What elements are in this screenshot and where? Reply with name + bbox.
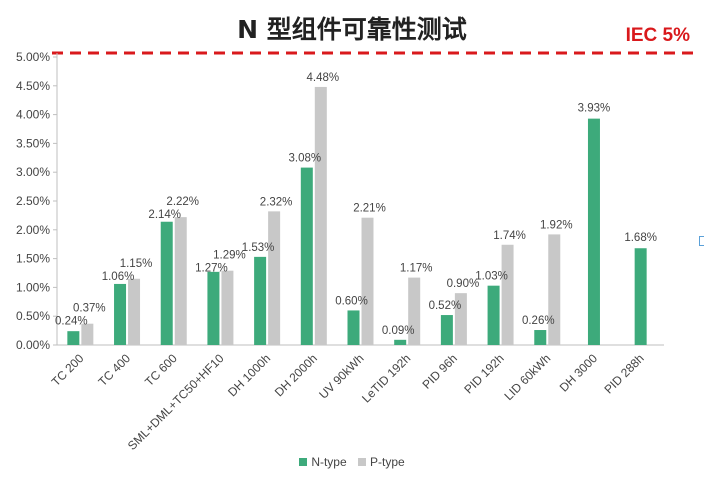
- x-category-label: DH 3000: [557, 351, 601, 395]
- data-label-n-type: 1.68%: [624, 232, 657, 244]
- x-category-label: DH 2000h: [272, 351, 320, 399]
- bar-p-type: [268, 211, 281, 345]
- data-label-p-type: 1.29%: [213, 250, 246, 262]
- bar-p-type: [408, 277, 421, 345]
- y-tick-label: 0.00%: [16, 338, 50, 352]
- data-label-p-type: 2.21%: [353, 203, 386, 215]
- data-label-n-type: 3.93%: [578, 103, 611, 115]
- legend-label-p-type: P-type: [370, 455, 405, 469]
- bar-p-type: [314, 86, 327, 346]
- bar-p-type: [361, 217, 374, 345]
- bar-p-type: [81, 323, 94, 345]
- data-label-p-type: 4.48%: [307, 72, 340, 84]
- data-label-n-type: 0.60%: [335, 295, 368, 307]
- data-label-n-type: 0.24%: [55, 316, 88, 328]
- legend-item-n-type: N-type: [299, 455, 347, 469]
- legend-item-p-type: P-type: [358, 455, 405, 469]
- bar-n-type: [440, 315, 453, 345]
- y-axis-ticks: 0.00% 0.50% 1.00% 1.50% 2.00% 2.50% 3.00% 3.50%…: [16, 50, 57, 352]
- legend-swatch-p-type: [358, 458, 366, 466]
- iec-reference-label: IEC 5%: [625, 25, 690, 46]
- x-category-label: TC 600: [142, 351, 180, 389]
- data-label-p-type: 1.92%: [540, 219, 573, 231]
- bar-n-type: [254, 256, 267, 345]
- data-label-n-type: 1.06%: [102, 271, 135, 283]
- y-tick-label: 5.00%: [16, 50, 50, 64]
- y-tick-label: 0.50%: [16, 309, 50, 323]
- legend: N-type P-type: [0, 455, 704, 469]
- bar-n-type: [67, 331, 80, 345]
- y-tick-label: 2.00%: [16, 223, 50, 237]
- data-label-n-type: 1.27%: [195, 263, 228, 275]
- data-label-p-type: 2.22%: [166, 196, 199, 208]
- bar-p-type: [174, 217, 187, 345]
- bar-n-type: [487, 285, 500, 345]
- bar-n-type: [394, 339, 407, 345]
- data-label-p-type: 0.90%: [447, 278, 480, 290]
- y-tick-label: 2.50%: [16, 194, 50, 208]
- data-label-n-type: 2.14%: [148, 209, 181, 221]
- bars: 0.24%0.37% 1.06%1.15% 2.14%2.22% 1.27%1.29%…: [55, 72, 657, 346]
- data-label-p-type: 2.32%: [260, 196, 293, 208]
- bar-n-type: [634, 248, 647, 345]
- x-category-label: UV 90kWh: [316, 351, 366, 401]
- x-category-label: PID 96h: [419, 351, 460, 392]
- data-label-n-type: 0.26%: [522, 315, 555, 327]
- data-label-n-type: 1.53%: [242, 242, 275, 254]
- data-label-p-type: 1.74%: [493, 230, 526, 242]
- resize-handle[interactable]: [699, 236, 704, 246]
- legend-label-n-type: N-type: [311, 455, 347, 469]
- data-label-n-type: 0.52%: [429, 300, 462, 312]
- bar-p-type: [221, 270, 234, 345]
- bar-n-type: [587, 118, 600, 345]
- data-label-n-type: 0.09%: [382, 325, 415, 337]
- x-category-label: DH 1000h: [225, 351, 273, 399]
- x-category-label: SML+DML+TC50+HF10: [125, 351, 227, 453]
- bar-p-type: [128, 278, 141, 345]
- x-category-label: TC 400: [95, 351, 133, 389]
- y-tick-label: 3.50%: [16, 136, 50, 150]
- data-label-p-type: 0.37%: [73, 303, 106, 315]
- x-category-label: TC 200: [49, 351, 87, 389]
- bar-p-type: [454, 293, 467, 345]
- bar-p-type: [501, 244, 514, 345]
- data-label-n-type: 1.03%: [475, 271, 508, 283]
- bar-n-type: [300, 167, 313, 345]
- bar-n-type: [114, 283, 127, 345]
- bar-p-type: [548, 234, 561, 345]
- bar-n-type: [347, 310, 360, 345]
- y-tick-label: 1.00%: [16, 280, 50, 294]
- data-label-n-type: 3.08%: [289, 153, 322, 165]
- bar-n-type: [534, 330, 547, 345]
- chart-title: N 型组件可靠性测试: [237, 15, 467, 44]
- y-tick-label: 3.00%: [16, 165, 50, 179]
- bar-n-type: [160, 221, 173, 345]
- y-tick-label: 1.50%: [16, 252, 50, 266]
- x-category-label: PID 288h: [601, 351, 646, 396]
- y-tick-label: 4.50%: [16, 79, 50, 93]
- data-label-p-type: 1.15%: [120, 258, 153, 270]
- bar-n-type: [207, 271, 220, 345]
- data-label-p-type: 1.17%: [400, 263, 433, 275]
- x-category-label: LeTID 192h: [359, 351, 413, 405]
- x-category-label: LID 60kWh: [502, 351, 554, 403]
- y-tick-label: 4.00%: [16, 108, 50, 122]
- x-category-label: PID 192h: [461, 351, 506, 396]
- legend-swatch-n-type: [299, 458, 308, 466]
